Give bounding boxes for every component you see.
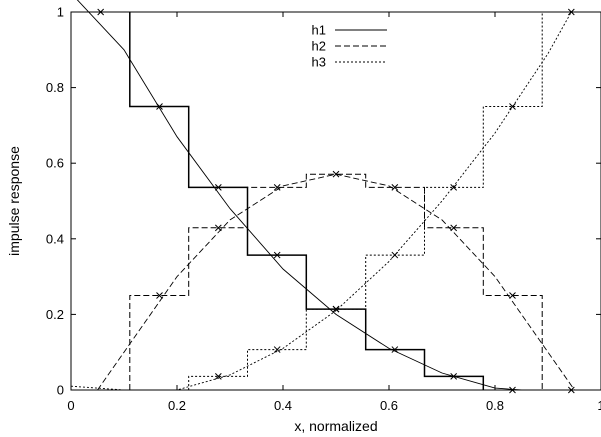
h3-sample-point — [391, 251, 399, 259]
legend-label-h3: h3 — [312, 55, 326, 70]
h2-sample-point — [273, 184, 281, 191]
h2-step-line — [129, 173, 543, 390]
axis-ticks — [70, 11, 601, 391]
x-tick-label: 0.4 — [274, 398, 292, 413]
plot-frame — [70, 11, 601, 391]
h1-sample-point — [509, 386, 516, 394]
h3-sample-point — [567, 8, 575, 16]
h1-sample-point — [273, 251, 281, 259]
h1-sample-point — [391, 346, 399, 353]
y-tick-label: 1 — [57, 5, 64, 20]
axis-tick-labels: 0 0.2 0.4 0.6 0.8 1 0 0.2 0.4 0.6 0.8 1 — [46, 5, 601, 414]
h2-continuous-curve — [97, 173, 575, 391]
h2-sample-point — [156, 292, 163, 299]
h1-sample-point — [156, 103, 163, 110]
series-h1 — [76, 0, 522, 394]
h2-sample-point — [450, 224, 458, 232]
h1-sample-point — [214, 184, 222, 191]
x-tick-label: 0 — [67, 398, 74, 413]
y-tick-label: 0.4 — [46, 231, 64, 246]
h1-sample-point — [97, 8, 105, 16]
h3-sample-point — [214, 373, 222, 380]
h3-sample-point — [509, 103, 516, 110]
series-layer — [70, 0, 601, 394]
h1-sample-point — [450, 373, 458, 380]
y-tick-label: 0.6 — [46, 156, 64, 171]
y-tick-label: 0.2 — [46, 307, 64, 322]
x-tick-label: 0.8 — [486, 398, 504, 413]
h3-sample-point — [450, 184, 458, 191]
h3-sample-point — [273, 346, 281, 353]
h2-sample-point — [332, 170, 340, 178]
h3-step-line — [188, 12, 543, 390]
h2-sample-point — [214, 224, 222, 232]
x-axis-label: x, normalized — [294, 418, 377, 434]
x-tick-label: 0.2 — [168, 398, 186, 413]
h2-sample-point — [391, 184, 399, 191]
h3-sample-point — [332, 305, 340, 313]
x-tick-label: 1 — [597, 398, 601, 413]
y-tick-label: 0 — [57, 383, 64, 398]
series-h3 — [70, 8, 601, 391]
h1-step-line — [129, 12, 485, 390]
legend-label-h1: h1 — [312, 23, 326, 38]
series-h2 — [97, 170, 575, 394]
y-tick-label: 0.8 — [46, 80, 64, 95]
x-tick-label: 0.6 — [380, 398, 398, 413]
h3-continuous-curve — [70, 11, 601, 391]
h2-sample-point — [567, 386, 575, 394]
h1-continuous-curve — [76, 0, 522, 391]
y-axis-label: impulse response — [6, 146, 22, 256]
legend-label-h2: h2 — [312, 39, 326, 54]
h2-sample-point — [509, 292, 516, 299]
